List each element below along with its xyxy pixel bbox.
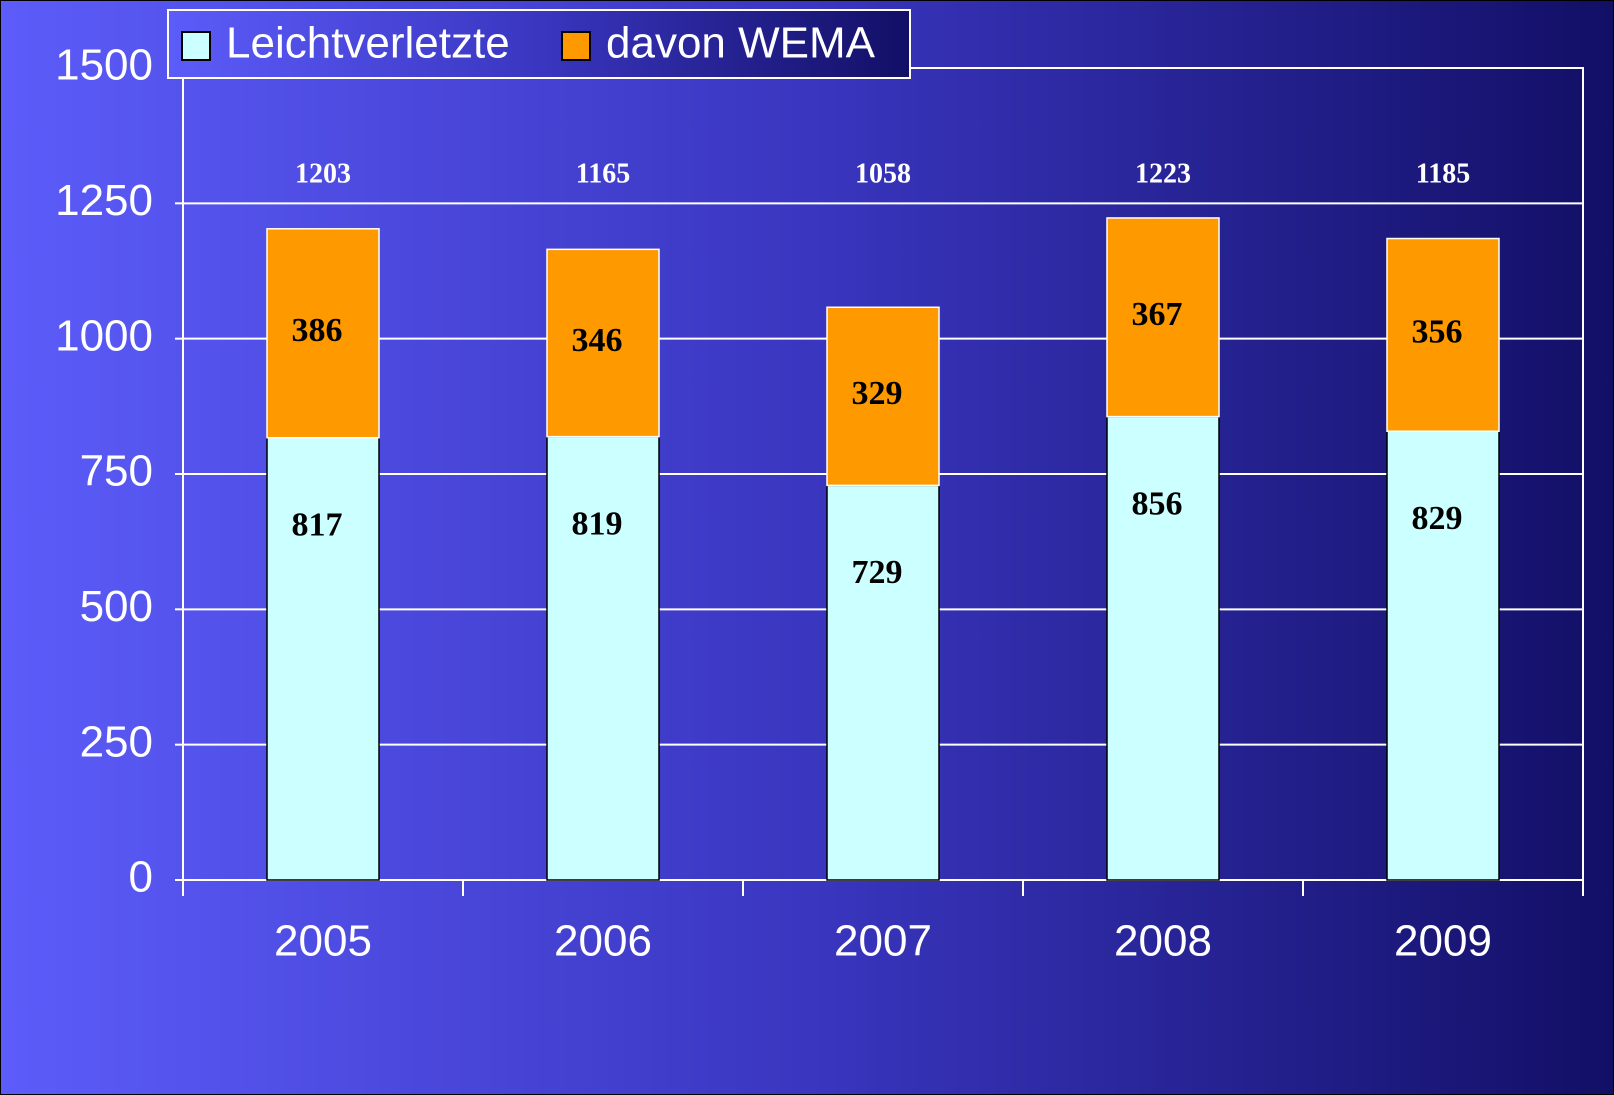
value-label: 817: [292, 507, 343, 544]
value-label: 729: [852, 554, 903, 591]
bar-segment: [546, 435, 660, 881]
total-label: 1185: [1416, 158, 1470, 189]
bar-segment: [826, 484, 940, 881]
bar-segment: [266, 228, 380, 439]
legend-box: [167, 9, 911, 79]
y-tick-label: 250: [80, 717, 153, 766]
y-tick-label: 1250: [55, 176, 153, 225]
value-label: 346: [572, 322, 623, 359]
value-label: 829: [1412, 500, 1463, 537]
value-label: 856: [1132, 485, 1183, 522]
marks: 0 250 500 750 1000 1250 1500 2005 817 386 1203 2006…: [55, 41, 1584, 966]
total-label: 1203: [295, 158, 351, 189]
x-tick-label: 2005: [274, 917, 372, 966]
x-tick-label: 2008: [1114, 917, 1212, 966]
x-tick-label: 2006: [554, 917, 652, 966]
total-label: 1165: [576, 158, 630, 189]
x-tick-label: 2009: [1394, 917, 1492, 966]
bar-segment: [1106, 415, 1220, 881]
y-tick-label: 750: [80, 447, 153, 496]
bar-segment: [1386, 430, 1500, 881]
value-label: 356: [1412, 314, 1463, 351]
bar-segment: [266, 436, 380, 881]
value-label: 819: [572, 505, 623, 542]
total-label: 1058: [855, 158, 911, 189]
legend-swatch: [561, 31, 591, 61]
legend-label: Leichtverletzte: [226, 19, 510, 68]
bar-segment: [546, 248, 660, 438]
bar-segment: [826, 306, 940, 487]
y-tick-label: 1000: [55, 311, 153, 360]
y-tick-label: 500: [80, 582, 153, 631]
bar-segment: [1106, 217, 1220, 418]
total-label: 1223: [1135, 158, 1191, 189]
legend-swatch: [181, 31, 211, 61]
bar-segment: [1386, 237, 1500, 432]
legend: Leichtverletzte davon WEMA: [167, 9, 911, 79]
legend-label: davon WEMA: [606, 19, 876, 68]
value-label: 386: [292, 312, 343, 349]
x-tick-label: 2007: [834, 917, 932, 966]
value-label: 329: [852, 375, 903, 412]
value-label: 367: [1132, 296, 1183, 333]
y-tick-label: 1500: [55, 41, 153, 90]
y-tick-label: 0: [129, 853, 153, 902]
